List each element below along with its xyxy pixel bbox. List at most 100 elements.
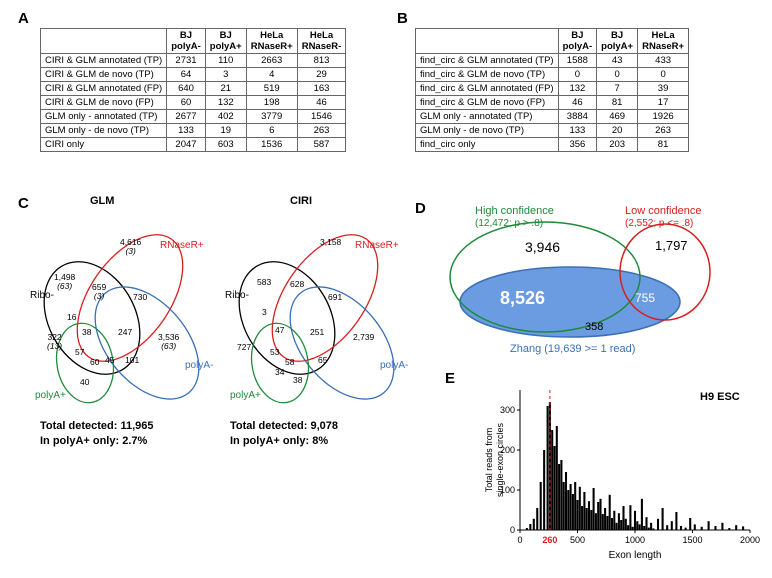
cell-value: 587 (297, 138, 346, 152)
cell-value: 469 (597, 110, 638, 124)
table-row: GLM only - de novo (TP)133196263 (41, 124, 346, 138)
table-row: GLM only - annotated (TP)38844691926 (416, 110, 689, 124)
venn-region-count: 57 (75, 348, 84, 357)
svg-text:Low confidence: Low confidence (625, 205, 701, 217)
svg-text:1000: 1000 (625, 535, 645, 545)
cell-value: 603 (205, 138, 246, 152)
cell-value: 3779 (246, 110, 297, 124)
svg-text:1,797: 1,797 (655, 238, 688, 253)
row-label: find_circ & GLM de novo (FP) (416, 96, 559, 110)
svg-text:300: 300 (500, 405, 515, 415)
cell-value: 198 (246, 96, 297, 110)
svg-text:polyA+: polyA+ (35, 390, 66, 401)
cell-value: 7 (597, 82, 638, 96)
histogram-svg: 01002003000500100015002000260H9 ESCExon … (480, 378, 760, 568)
venn-region-count: 58 (285, 358, 294, 367)
row-header-blank (41, 29, 167, 54)
cell-value: 1536 (246, 138, 297, 152)
cell-value: 60 (167, 96, 206, 110)
svg-text:Zhang (19,639 >= 1 read): Zhang (19,639 >= 1 read) (510, 343, 635, 355)
svg-text:polyA+: polyA+ (230, 390, 261, 401)
venn-region-count: 3,536(63) (158, 333, 179, 352)
cell-value: 39 (638, 82, 689, 96)
venn-region-count: 727 (237, 343, 251, 352)
svg-text:(12,472; p > .8): (12,472; p > .8) (475, 218, 543, 229)
cell-value: 203 (597, 138, 638, 152)
svg-text:0: 0 (510, 525, 515, 535)
cell-value: 433 (638, 54, 689, 68)
venn-region-count: 1,498(63) (54, 273, 75, 292)
venn-region-count: 34 (275, 368, 284, 377)
cell-value: 19 (205, 124, 246, 138)
summary-glm-total: Total detected: 11,965 (40, 420, 154, 432)
svg-text:Exon length: Exon length (609, 550, 662, 561)
venn-d-svg: High confidence(12,472; p > .8) Low confi… (430, 202, 740, 357)
venn-region-count: 3 (262, 308, 267, 317)
panel-label-e: E (445, 370, 455, 387)
cell-value: 21 (205, 82, 246, 96)
venn-region-count: 45 (105, 356, 114, 365)
row-label: GLM only - annotated (TP) (416, 110, 559, 124)
venn-region-count: 4,616(3) (120, 238, 141, 257)
venn-region-count: 251 (310, 328, 324, 337)
cell-value: 6 (246, 124, 297, 138)
venn-region-count: 628 (290, 280, 304, 289)
cell-value: 133 (558, 124, 597, 138)
venn-title-glm: GLM (90, 195, 114, 207)
venn-region-count: 322(13) (47, 333, 62, 352)
summary-glm-polya: In polyA+ only: 2.7% (40, 435, 147, 447)
col-header: BJpolyA- (167, 29, 206, 54)
col-header: BJpolyA+ (597, 29, 638, 54)
cell-value: 1546 (297, 110, 346, 124)
svg-text:1500: 1500 (682, 535, 702, 545)
venn-region-count: 38 (293, 376, 302, 385)
panel-label-b: B (397, 10, 408, 27)
table-row: CIRI & GLM annotated (TP)27311102663813 (41, 54, 346, 68)
cell-value: 132 (558, 82, 597, 96)
svg-text:2000: 2000 (740, 535, 760, 545)
cell-value: 133 (167, 124, 206, 138)
svg-text:H9 ESC: H9 ESC (700, 391, 740, 403)
cell-value: 0 (558, 68, 597, 82)
col-header: HeLaRNaseR- (297, 29, 346, 54)
row-label: find_circ & GLM annotated (TP) (416, 54, 559, 68)
cell-value: 3884 (558, 110, 597, 124)
venn-region-count: 691 (328, 293, 342, 302)
table-row: CIRI & GLM annotated (FP)64021519163 (41, 82, 346, 96)
venn-ciri: Ribo-RNaseR+polyA-polyA+ (225, 213, 410, 418)
svg-text:Ribo-: Ribo- (30, 290, 54, 301)
cell-value: 2663 (246, 54, 297, 68)
table-row: GLM only - annotated (TP)267740237791546 (41, 110, 346, 124)
summary-ciri-total: Total detected: 9,078 (230, 420, 338, 432)
cell-value: 2731 (167, 54, 206, 68)
table-row: find_circ & GLM annotated (FP)132739 (416, 82, 689, 96)
cell-value: 813 (297, 54, 346, 68)
panel-label-d: D (415, 200, 426, 217)
cell-value: 519 (246, 82, 297, 96)
row-label: find_circ & GLM annotated (FP) (416, 82, 559, 96)
cell-value: 640 (167, 82, 206, 96)
svg-text:polyA-: polyA- (380, 360, 408, 371)
venn-region-count: 3,158 (320, 238, 341, 247)
svg-text:High confidence: High confidence (475, 205, 554, 217)
svg-text:260: 260 (542, 535, 557, 545)
summary-ciri-polya: In polyA+ only: 8% (230, 435, 328, 447)
venn-region-count: 65 (318, 356, 327, 365)
cell-value: 110 (205, 54, 246, 68)
cell-value: 356 (558, 138, 597, 152)
cell-value: 4 (246, 68, 297, 82)
cell-value: 2047 (167, 138, 206, 152)
venn-region-count: 101 (125, 356, 139, 365)
row-header-blank (416, 29, 559, 54)
svg-text:polyA-: polyA- (185, 360, 213, 371)
cell-value: 3 (205, 68, 246, 82)
svg-text:(2,552; p <= .8): (2,552; p <= .8) (625, 218, 693, 229)
svg-text:RNaseR+: RNaseR+ (160, 240, 204, 251)
cell-value: 64 (167, 68, 206, 82)
col-header: BJpolyA+ (205, 29, 246, 54)
cell-value: 0 (638, 68, 689, 82)
venn-region-count: 38 (82, 328, 91, 337)
table-row: find_circ & GLM de novo (TP)000 (416, 68, 689, 82)
cell-value: 1588 (558, 54, 597, 68)
cell-value: 81 (597, 96, 638, 110)
